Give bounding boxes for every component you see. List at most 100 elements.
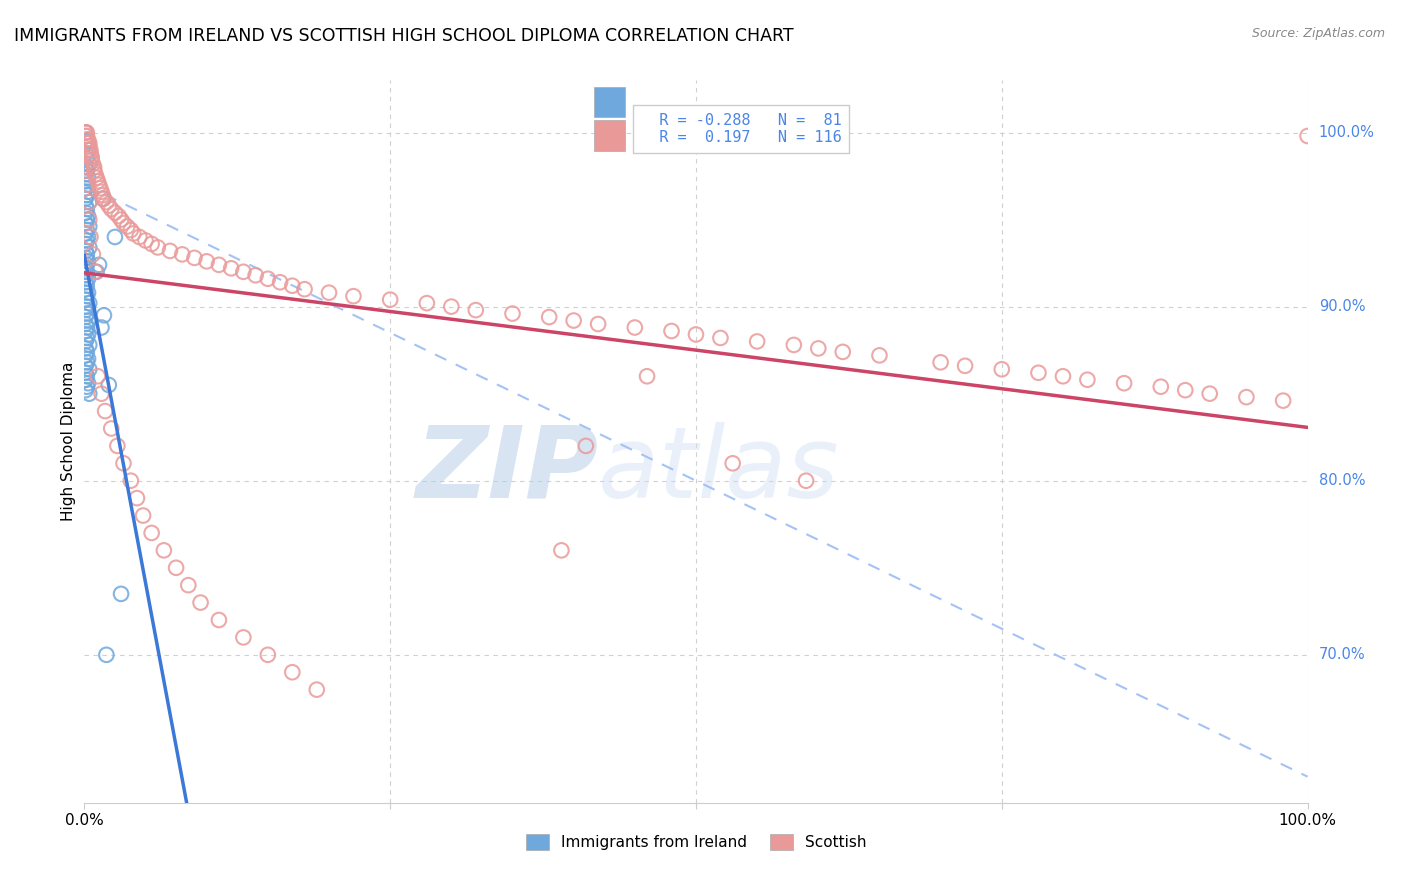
Point	[76, 202, 98, 216]
Point	[83, 161, 105, 175]
Point	[77, 296, 100, 310]
Point	[75, 348, 97, 362]
Point	[90, 320, 112, 334]
Point	[281, 278, 304, 293]
Point	[77, 185, 100, 199]
Point	[112, 456, 135, 470]
Legend: Immigrants from Ireland, Scottish: Immigrants from Ireland, Scottish	[519, 829, 873, 856]
Point	[1236, 390, 1258, 404]
Point	[1114, 376, 1136, 391]
Point	[76, 234, 98, 248]
Bar	[595, 87, 626, 118]
Point	[159, 244, 181, 258]
Point	[75, 303, 97, 318]
Point	[120, 474, 142, 488]
Point	[76, 247, 98, 261]
Point	[77, 327, 100, 342]
Point	[75, 359, 97, 373]
Text: atlas: atlas	[598, 422, 839, 519]
Point	[96, 195, 118, 210]
Point	[75, 251, 97, 265]
Point	[208, 258, 231, 272]
Point	[76, 163, 98, 178]
Point	[929, 355, 952, 369]
Point	[75, 334, 97, 349]
Point	[257, 648, 280, 662]
Point	[125, 491, 148, 505]
Point	[1076, 373, 1098, 387]
Point	[120, 223, 142, 237]
Point	[1296, 128, 1319, 143]
Point	[90, 386, 112, 401]
Point	[77, 240, 100, 254]
Point	[75, 126, 97, 140]
Point	[709, 331, 731, 345]
Point	[75, 199, 97, 213]
Point	[75, 126, 97, 140]
Point	[75, 310, 97, 324]
Point	[91, 192, 114, 206]
Point	[77, 351, 100, 366]
Point	[76, 178, 98, 192]
Point	[721, 456, 744, 470]
Text: IMMIGRANTS FROM IRELAND VS SCOTTISH HIGH SCHOOL DIPLOMA CORRELATION CHART: IMMIGRANTS FROM IRELAND VS SCOTTISH HIGH…	[14, 27, 793, 45]
Point	[75, 174, 97, 188]
Point	[195, 254, 218, 268]
Point	[1052, 369, 1074, 384]
Point	[104, 205, 127, 219]
Point	[76, 344, 98, 359]
Point	[75, 268, 97, 283]
Point	[135, 234, 157, 248]
Point	[93, 308, 115, 322]
Y-axis label: High School Diploma: High School Diploma	[60, 362, 76, 521]
Point	[76, 380, 98, 394]
Point	[75, 366, 97, 380]
Point	[76, 278, 98, 293]
Point	[79, 230, 101, 244]
Text: Source: ZipAtlas.com: Source: ZipAtlas.com	[1251, 27, 1385, 40]
Point	[77, 209, 100, 223]
Point	[90, 185, 112, 199]
Point	[86, 265, 108, 279]
Point	[75, 126, 97, 140]
Point	[783, 338, 806, 352]
Point	[245, 268, 267, 283]
Point	[75, 383, 97, 397]
Point	[75, 275, 97, 289]
Point	[172, 247, 194, 261]
Point	[75, 236, 97, 251]
Point	[104, 230, 127, 244]
Point	[86, 170, 108, 185]
Point	[128, 230, 150, 244]
Point	[79, 143, 101, 157]
Point	[281, 665, 304, 680]
Point	[96, 648, 118, 662]
Point	[89, 181, 111, 195]
Point	[76, 188, 98, 202]
Point	[76, 258, 98, 272]
Point	[75, 261, 97, 276]
Point	[75, 317, 97, 331]
Point	[502, 307, 524, 321]
Point	[318, 285, 340, 300]
Point	[77, 178, 100, 192]
Point	[87, 178, 110, 192]
Point	[75, 342, 97, 356]
Point	[77, 136, 100, 150]
Point	[1150, 380, 1173, 394]
Point	[77, 195, 100, 210]
Point	[219, 261, 242, 276]
Point	[269, 275, 291, 289]
Point	[1174, 383, 1197, 397]
Point	[190, 596, 212, 610]
Point	[76, 136, 98, 150]
Point	[97, 378, 120, 392]
Point	[953, 359, 976, 373]
Point	[76, 331, 98, 345]
Point	[79, 146, 101, 161]
Point	[75, 192, 97, 206]
Point	[87, 258, 110, 272]
Text: ZIP: ZIP	[415, 422, 598, 519]
Point	[87, 174, 110, 188]
Point	[75, 244, 97, 258]
